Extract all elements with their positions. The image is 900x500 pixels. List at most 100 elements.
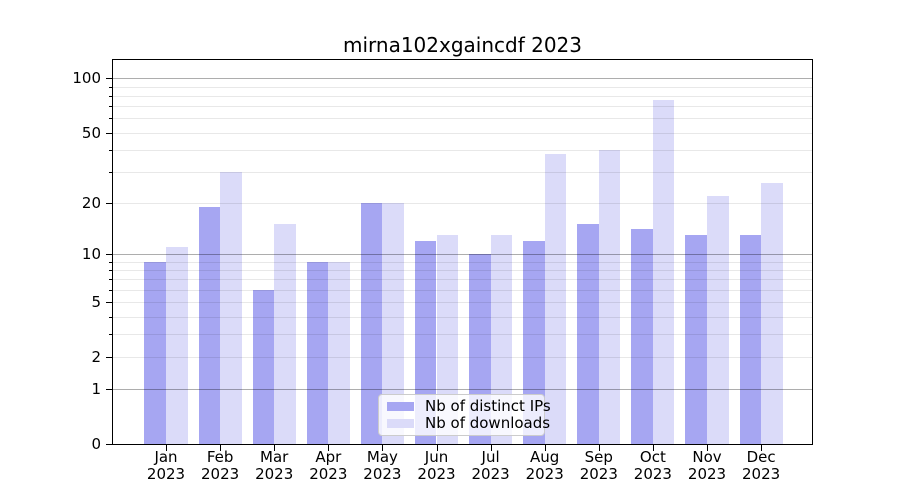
y-gridline-minor: [113, 316, 812, 318]
y-axis-minor-tick: [109, 118, 113, 120]
y-gridline-minor: [113, 106, 812, 108]
bar-nb-of-distinct-ips-jun: [414, 240, 437, 444]
x-label-year: 2023: [309, 465, 348, 483]
bar-nb-of-distinct-ips-dec: [739, 234, 762, 444]
y-axis-minor-tick: [109, 95, 113, 97]
y-gridline-minor: [113, 118, 812, 120]
x-axis-tick-label: Aug 2023: [513, 449, 577, 483]
x-label-month: Jul: [481, 448, 500, 466]
y-axis-minor-tick: [109, 149, 113, 151]
y-axis-tick-label: 100: [72, 69, 101, 88]
bar-nb-of-downloads-mar: [274, 224, 296, 444]
y-axis-tick: [106, 254, 113, 256]
x-label-month: Nov: [692, 448, 722, 466]
x-axis-tick: [490, 445, 492, 451]
x-axis-tick-label: Sep 2023: [567, 449, 631, 483]
x-axis-tick: [328, 445, 330, 451]
y-gridline-minor: [113, 289, 812, 291]
x-label-year: 2023: [687, 465, 727, 483]
x-axis-tick: [761, 445, 763, 451]
y-axis-tick: [106, 132, 113, 134]
x-label-month: Sep: [584, 448, 613, 466]
y-axis-minor-tick: [109, 289, 113, 291]
x-label-month: Mar: [260, 448, 289, 466]
y-axis-minor-tick: [109, 171, 113, 173]
bar-nb-of-distinct-ips-mar: [252, 289, 275, 444]
x-label-month: May: [366, 448, 398, 466]
y-axis-tick: [106, 202, 113, 204]
x-axis-tick: [707, 445, 708, 451]
y-gridline-minor: [113, 334, 812, 336]
bar-nb-of-distinct-ips-oct: [631, 229, 653, 444]
x-axis-tick-label: Apr 2023: [296, 449, 360, 483]
bar-nb-of-downloads-oct: [652, 99, 675, 444]
x-label-year: 2023: [255, 465, 294, 483]
bar-nb-of-distinct-ips-sep: [577, 224, 599, 444]
y-gridline-minor: [113, 202, 812, 204]
x-label-month: Aug: [530, 448, 560, 466]
x-axis-tick: [598, 445, 600, 451]
x-axis-tick-label: Jun 2023: [405, 449, 469, 483]
legend-label-nb-of-distinct-ips: Nb of distinct IPs: [425, 397, 551, 415]
legend-row: Nb of distinct IPs: [379, 398, 551, 415]
bar-nb-of-downloads-dec: [761, 182, 783, 444]
legend-row: Nb of downloads: [379, 415, 550, 432]
bar-nb-of-downloads-nov: [707, 195, 729, 444]
x-label-month: Feb: [206, 448, 234, 466]
bar-nb-of-distinct-ips-apr: [306, 261, 329, 444]
y-gridline-minor: [113, 86, 812, 88]
x-label-month: Jun: [424, 448, 449, 466]
y-axis-minor-tick: [109, 261, 113, 263]
bar-nb-of-downloads-jun: [436, 234, 459, 444]
bar-nb-of-downloads-apr: [328, 261, 350, 444]
x-axis-tick: [436, 445, 438, 451]
x-axis-tick: [382, 445, 384, 451]
x-label-year: 2023: [742, 465, 781, 483]
y-gridline-minor: [113, 302, 812, 304]
x-label-year: 2023: [146, 465, 186, 483]
y-axis-tick-label: 20: [81, 193, 101, 212]
x-axis-tick-label: Nov 2023: [675, 449, 739, 483]
legend: Nb of distinct IPs Nb of downloads: [378, 394, 551, 436]
y-axis-tick: [106, 302, 113, 304]
x-label-month: Apr: [315, 448, 342, 466]
y-axis-tick: [106, 389, 113, 391]
x-axis-tick-label: Feb 2023: [188, 449, 252, 483]
x-axis-tick-label: Dec 2023: [729, 449, 793, 483]
x-label-month: Jan: [154, 448, 178, 466]
bar-nb-of-distinct-ips-may: [360, 202, 383, 444]
y-gridline-minor: [113, 171, 812, 173]
y-axis-tick: [106, 444, 113, 445]
y-gridline-minor: [113, 269, 812, 271]
y-axis-tick-label: 50: [81, 123, 101, 142]
legend-swatch-nb-of-distinct-ips: [387, 402, 414, 411]
bar-nb-of-distinct-ips-feb: [198, 206, 221, 444]
y-axis-tick-label: 10: [81, 245, 101, 264]
y-gridline-major: [113, 254, 812, 256]
bar-nb-of-distinct-ips-jan: [144, 261, 166, 444]
y-gridline-minor: [113, 356, 812, 358]
x-axis-tick: [220, 445, 222, 451]
bar-nb-of-downloads-jan: [166, 247, 188, 444]
y-axis-minor-tick: [109, 279, 113, 281]
y-axis-tick: [106, 356, 113, 358]
x-label-year: 2023: [471, 465, 510, 483]
y-axis-minor-tick: [109, 269, 113, 271]
chart-title: mirna102xgaincdf 2023: [342, 33, 583, 57]
x-axis-tick-label: Jul 2023: [459, 449, 523, 483]
x-label-year: 2023: [579, 465, 618, 483]
x-label-month: Dec: [746, 448, 776, 466]
x-label-year: 2023: [201, 465, 240, 483]
bar-nb-of-downloads-aug: [544, 153, 567, 444]
y-axis-minor-tick: [109, 86, 113, 88]
bar-nb-of-distinct-ips-nov: [685, 234, 707, 444]
x-axis-tick-label: May 2023: [350, 449, 414, 483]
y-axis-tick-label: 2: [91, 347, 101, 366]
y-gridline-minor: [113, 149, 812, 151]
y-axis-tick-label: 0: [91, 435, 101, 453]
x-axis-tick-label: Oct 2023: [621, 449, 685, 483]
x-axis-tick: [544, 445, 546, 451]
y-axis-minor-tick: [109, 334, 113, 336]
plot-area: Nb of distinct IPs Nb of downloads: [113, 60, 812, 444]
